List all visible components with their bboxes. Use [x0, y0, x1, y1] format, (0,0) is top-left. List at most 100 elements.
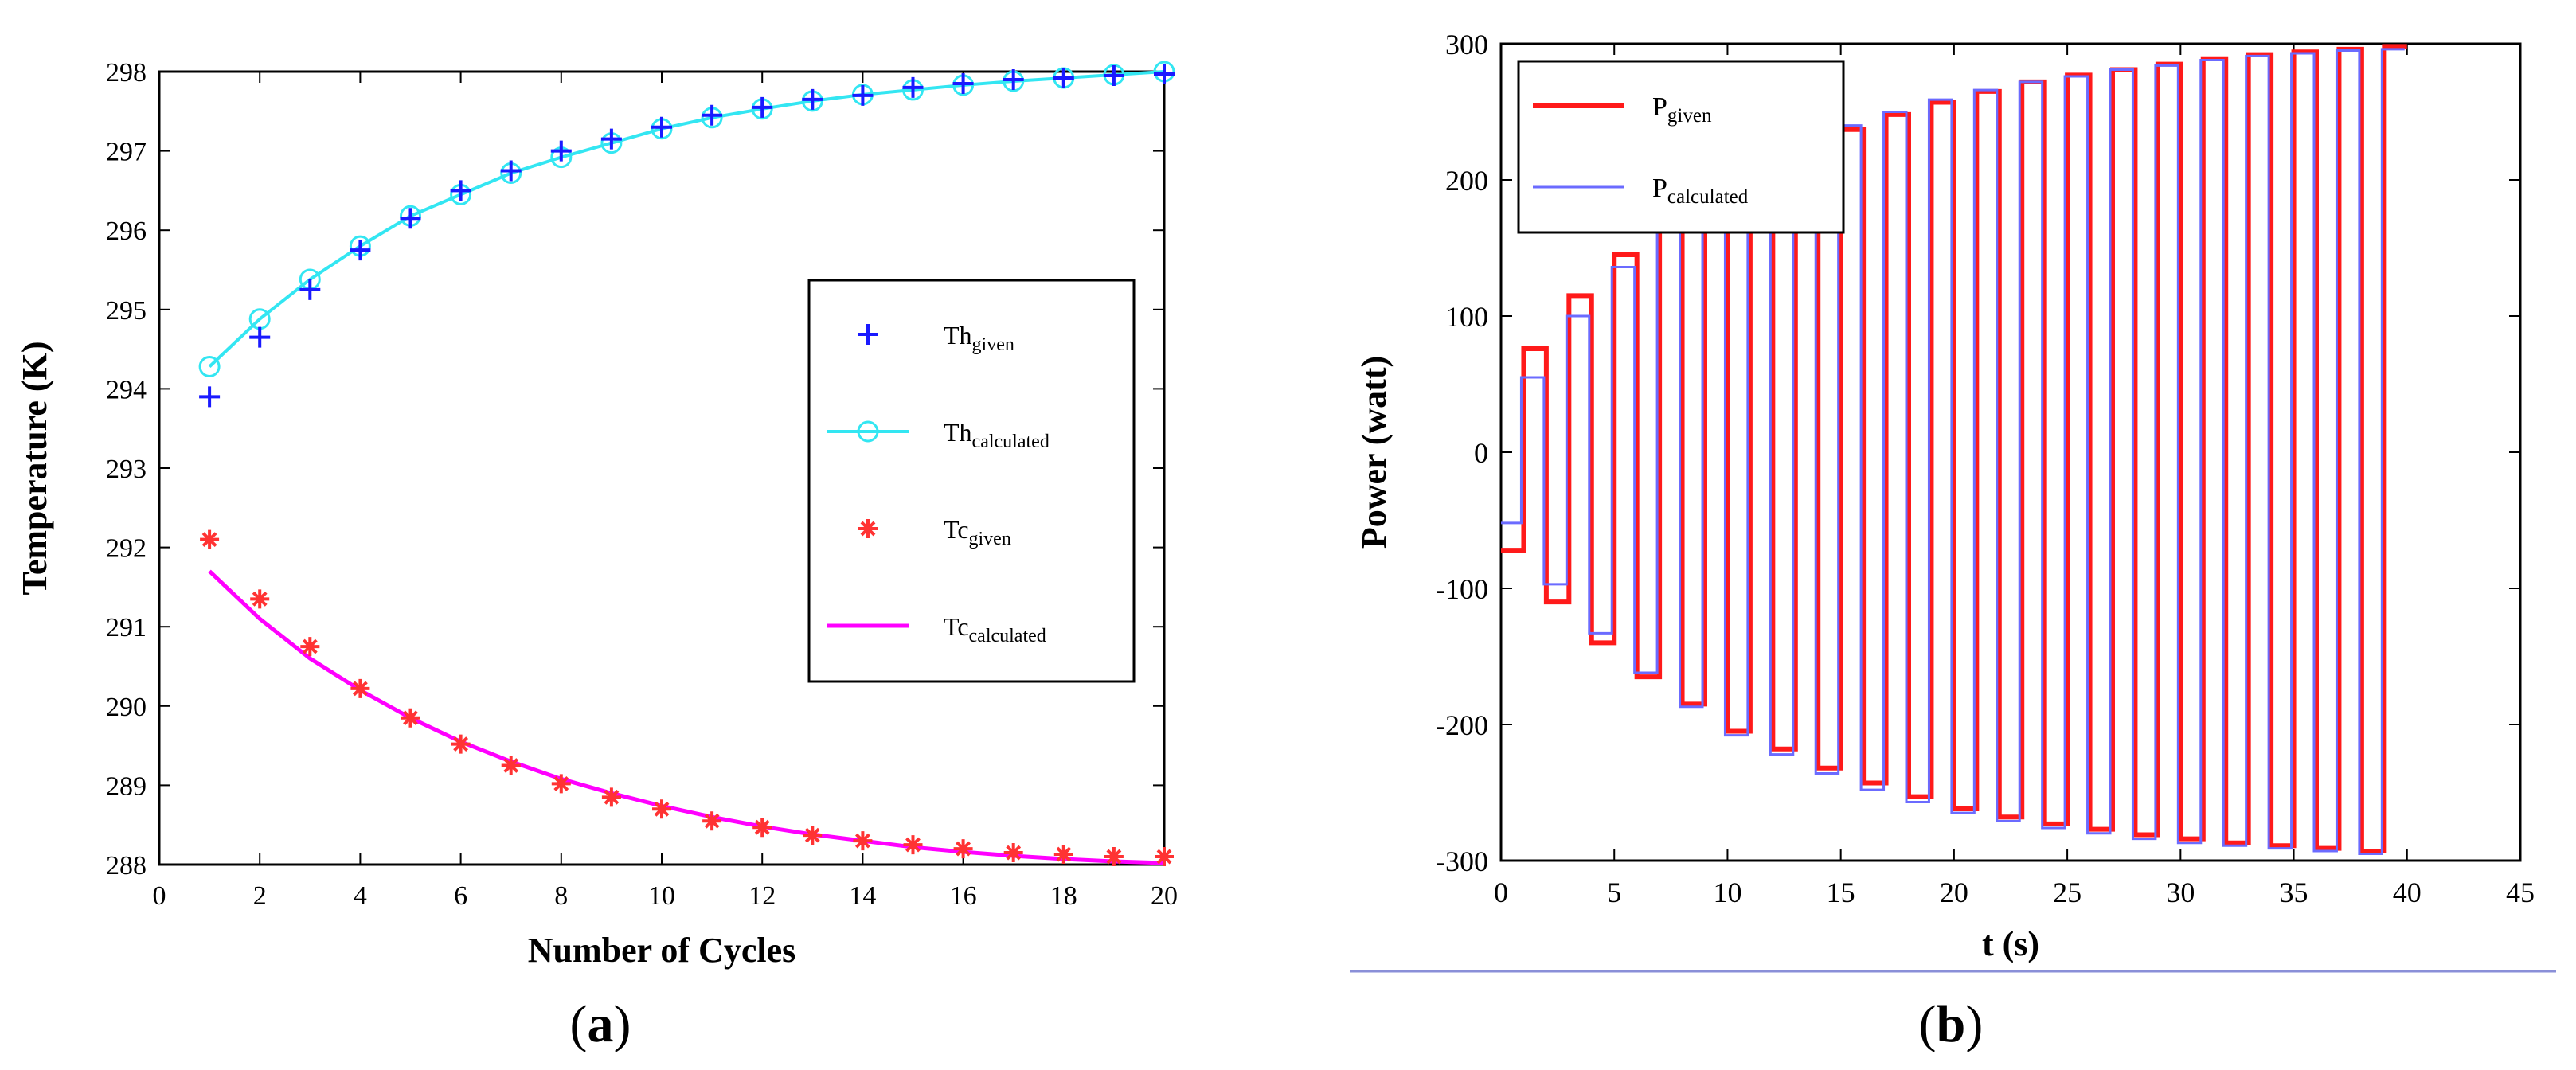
x-tick-label: 30 [2166, 877, 2195, 908]
x-tick-label: 20 [1151, 881, 1178, 911]
tc-given-point [803, 826, 823, 845]
th-given-point [651, 116, 672, 138]
y-tick-label: 288 [106, 851, 147, 881]
y-tick-label: 297 [106, 138, 147, 167]
panel-b-caption-letter: b [1937, 995, 1966, 1053]
th-given-point [752, 96, 773, 118]
tc-given-point [652, 799, 671, 819]
th-given-point [1053, 67, 1074, 88]
x-tick-label: 0 [153, 881, 166, 911]
x-tick-label: 0 [1494, 877, 1508, 908]
tc-given-point [853, 831, 873, 851]
x-tick-label: 6 [454, 881, 467, 911]
tc-given-point [903, 835, 923, 855]
th-given-point [550, 140, 572, 162]
th-given-point [400, 208, 421, 229]
y-tick-label: -100 [1436, 573, 1488, 605]
y-tick-label: 289 [106, 771, 147, 801]
x-tick-label: 15 [1827, 877, 1855, 908]
x-tick-label: 10 [648, 881, 675, 911]
legend-entry-label: Thgiven [944, 321, 1014, 355]
panel-a-x-axis-label: Number of Cycles [528, 931, 795, 970]
y-tick-label: 294 [106, 375, 147, 404]
legend-entry-label: Pgiven [1652, 92, 1712, 127]
th-given-point [902, 76, 924, 98]
panel-a-caption: (a) [570, 995, 631, 1053]
y-tick-label: 291 [106, 613, 147, 642]
th-given-point [500, 160, 522, 182]
th-given-point [802, 88, 823, 110]
tc-given-point [752, 818, 772, 838]
th-given-point [1003, 68, 1024, 90]
legend-entry-label: Tccalculated [944, 612, 1046, 646]
th-given-point [249, 326, 271, 348]
x-tick-label: 18 [1050, 881, 1077, 911]
y-tick-label: 296 [106, 217, 147, 246]
th-given-point [350, 240, 371, 261]
legend-entry-label: Tcgiven [944, 515, 1011, 549]
y-tick-label: 290 [106, 693, 147, 722]
th-given-point [299, 279, 321, 300]
panel-a-series [198, 61, 1175, 867]
panel-b-caption: (b) [1919, 995, 1984, 1053]
tc-given-point [551, 774, 571, 794]
tc-given-point [953, 839, 973, 859]
x-tick-label: 40 [2393, 877, 2422, 908]
th-given-point [450, 180, 471, 201]
panel-b-legend: Pgiven Pcalculated [1517, 60, 1845, 234]
tc-given-point [1155, 847, 1174, 867]
legend-entry-label: Thcalculated [944, 418, 1050, 452]
panel-a-y-axis-label: Temperature (K) [15, 342, 54, 596]
th-calculated-point [198, 356, 221, 378]
x-tick-label: 25 [2053, 877, 2082, 908]
th-given-point [600, 128, 622, 150]
th-given-point [852, 84, 874, 106]
panel-a-legend-box [807, 279, 1136, 683]
y-tick-label: 295 [106, 296, 147, 326]
tc-given-point [702, 811, 722, 831]
tc-given-point [250, 589, 270, 609]
x-tick-label: 12 [749, 881, 776, 911]
panel-a-legend: Thgiven Thcalculated Tcgiven Tccalculated [807, 279, 1136, 683]
x-tick-label: 20 [1940, 877, 1968, 908]
y-tick-label: 200 [1445, 165, 1488, 197]
tc-given-point [1104, 847, 1124, 867]
tc-given-point [200, 529, 220, 549]
legend-entry-label: Pcalculated [1652, 174, 1749, 208]
tc-given-point [1003, 843, 1023, 863]
x-tick-label: 10 [1713, 877, 1741, 908]
x-tick-label: 4 [354, 881, 367, 911]
panel-b-series [1501, 44, 2407, 855]
x-tick-label: 8 [554, 881, 568, 911]
tc-given-point [401, 708, 420, 728]
x-tick-label: 45 [2506, 877, 2535, 908]
legend-th-calculated-symbol [857, 420, 879, 443]
x-tick-label: 5 [1607, 877, 1621, 908]
th-given-point [702, 104, 723, 126]
y-tick-label: 300 [1445, 29, 1488, 61]
y-tick-label: 100 [1445, 301, 1488, 333]
tc-given-point [601, 787, 621, 807]
p-calculated-line [1501, 48, 2405, 855]
tc-given-point [1053, 845, 1073, 865]
y-tick-label: 0 [1474, 437, 1488, 469]
tc-given-point [350, 678, 370, 698]
th-given-point [1103, 64, 1124, 86]
panel-a-ticks: 0 2 4 6 8 10 12 14 16 18 20 288 289 290 291 292 293 294 29… [106, 58, 1178, 911]
panel-b-ticks: 0 5 10 15 20 25 30 35 40 45 -300 -200 -100 0 100 200 300 [1436, 29, 2535, 908]
legend-tc-given-symbol [858, 519, 878, 538]
th-given-point [199, 386, 221, 408]
y-tick-label: -300 [1436, 845, 1488, 877]
legend-th-given-symbol [858, 324, 878, 345]
x-tick-label: 35 [2280, 877, 2308, 908]
panel-b-chart: 0 5 10 15 20 25 30 35 40 45 -300 -200 -100 0 100 200 300… [1350, 29, 2556, 1053]
panel-a-caption-letter: a [588, 995, 614, 1053]
tc-calculated-line [208, 569, 1165, 865]
th-given-point [952, 72, 974, 94]
tc-given-point [451, 734, 471, 754]
th-given-point [1154, 63, 1175, 84]
x-tick-label: 16 [950, 881, 977, 911]
y-tick-label: 298 [106, 58, 147, 88]
y-tick-label: -200 [1436, 709, 1488, 741]
